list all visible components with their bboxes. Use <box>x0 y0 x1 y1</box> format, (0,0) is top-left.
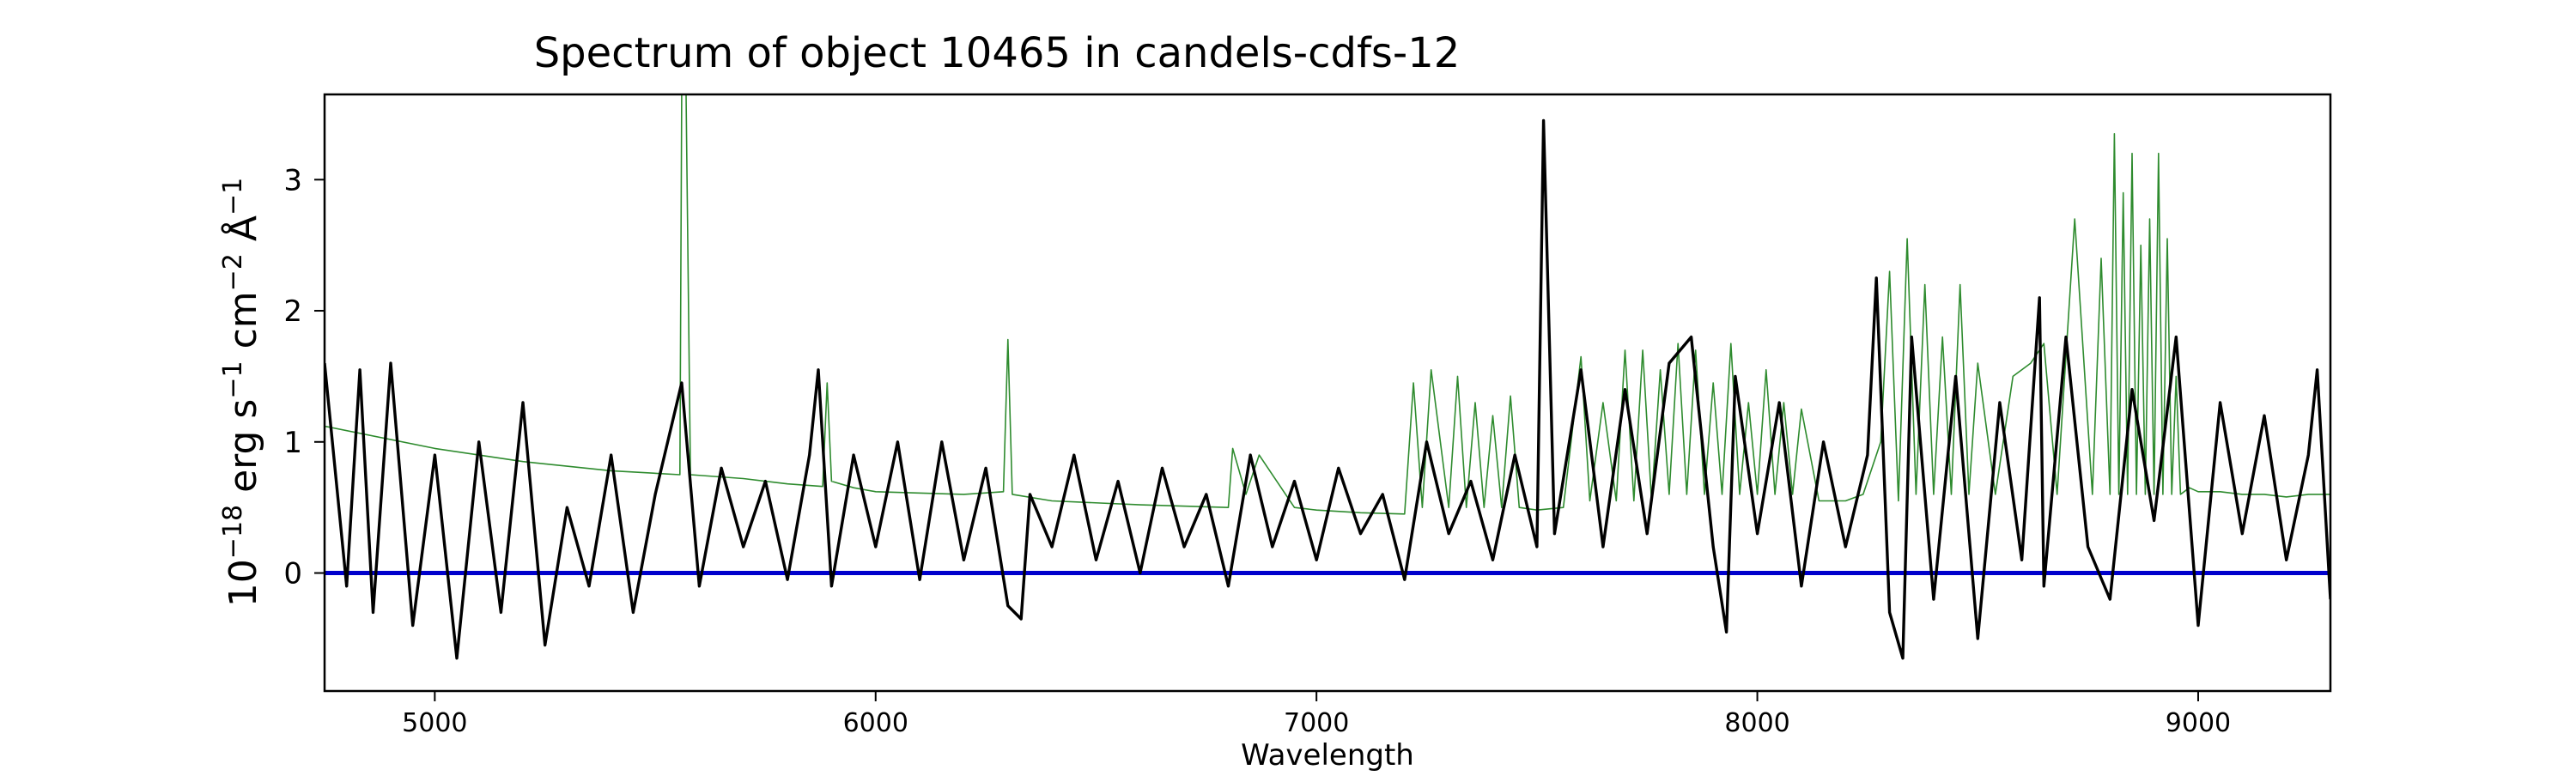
y-axis-label-base: cm <box>222 291 265 361</box>
chart-title: Spectrum of object 10465 in candels-cdfs… <box>534 29 1461 77</box>
x-tick-label: 7000 <box>1284 708 1349 738</box>
y-tick-label: 2 <box>283 294 302 329</box>
plot-area <box>325 94 2330 660</box>
y-axis-label-base: erg s <box>222 399 265 505</box>
x-axis: 5000 6000 7000 8000 9000 <box>402 691 2231 738</box>
y-tick-label: 3 <box>283 163 302 197</box>
x-axis-label: Wavelength <box>1241 738 1414 773</box>
y-axis-label-exponent: −1 <box>218 178 248 215</box>
x-tick-label: 5000 <box>402 708 467 738</box>
model-series-line <box>325 94 2330 515</box>
x-tick-label: 9000 <box>2166 708 2231 738</box>
y-tick-label: 0 <box>283 557 302 591</box>
y-axis-label-base: Å <box>220 215 265 253</box>
y-axis-label-exponent: −18 <box>218 505 248 559</box>
plot-frame <box>323 93 2332 693</box>
y-tick-label: 1 <box>283 426 302 460</box>
y-axis-label-base: 10 <box>222 559 265 607</box>
y-axis-label-exponent: −2 <box>218 253 248 291</box>
y-axis: 0 1 2 3 <box>283 163 325 591</box>
y-axis-label: 10−18 erg s−1 cm−2 Å−1 <box>218 178 266 607</box>
x-tick-label: 6000 <box>843 708 908 738</box>
x-tick-label: 8000 <box>1724 708 1789 738</box>
y-axis-label-exponent: −1 <box>218 361 248 398</box>
flux-series-line <box>325 118 2330 660</box>
